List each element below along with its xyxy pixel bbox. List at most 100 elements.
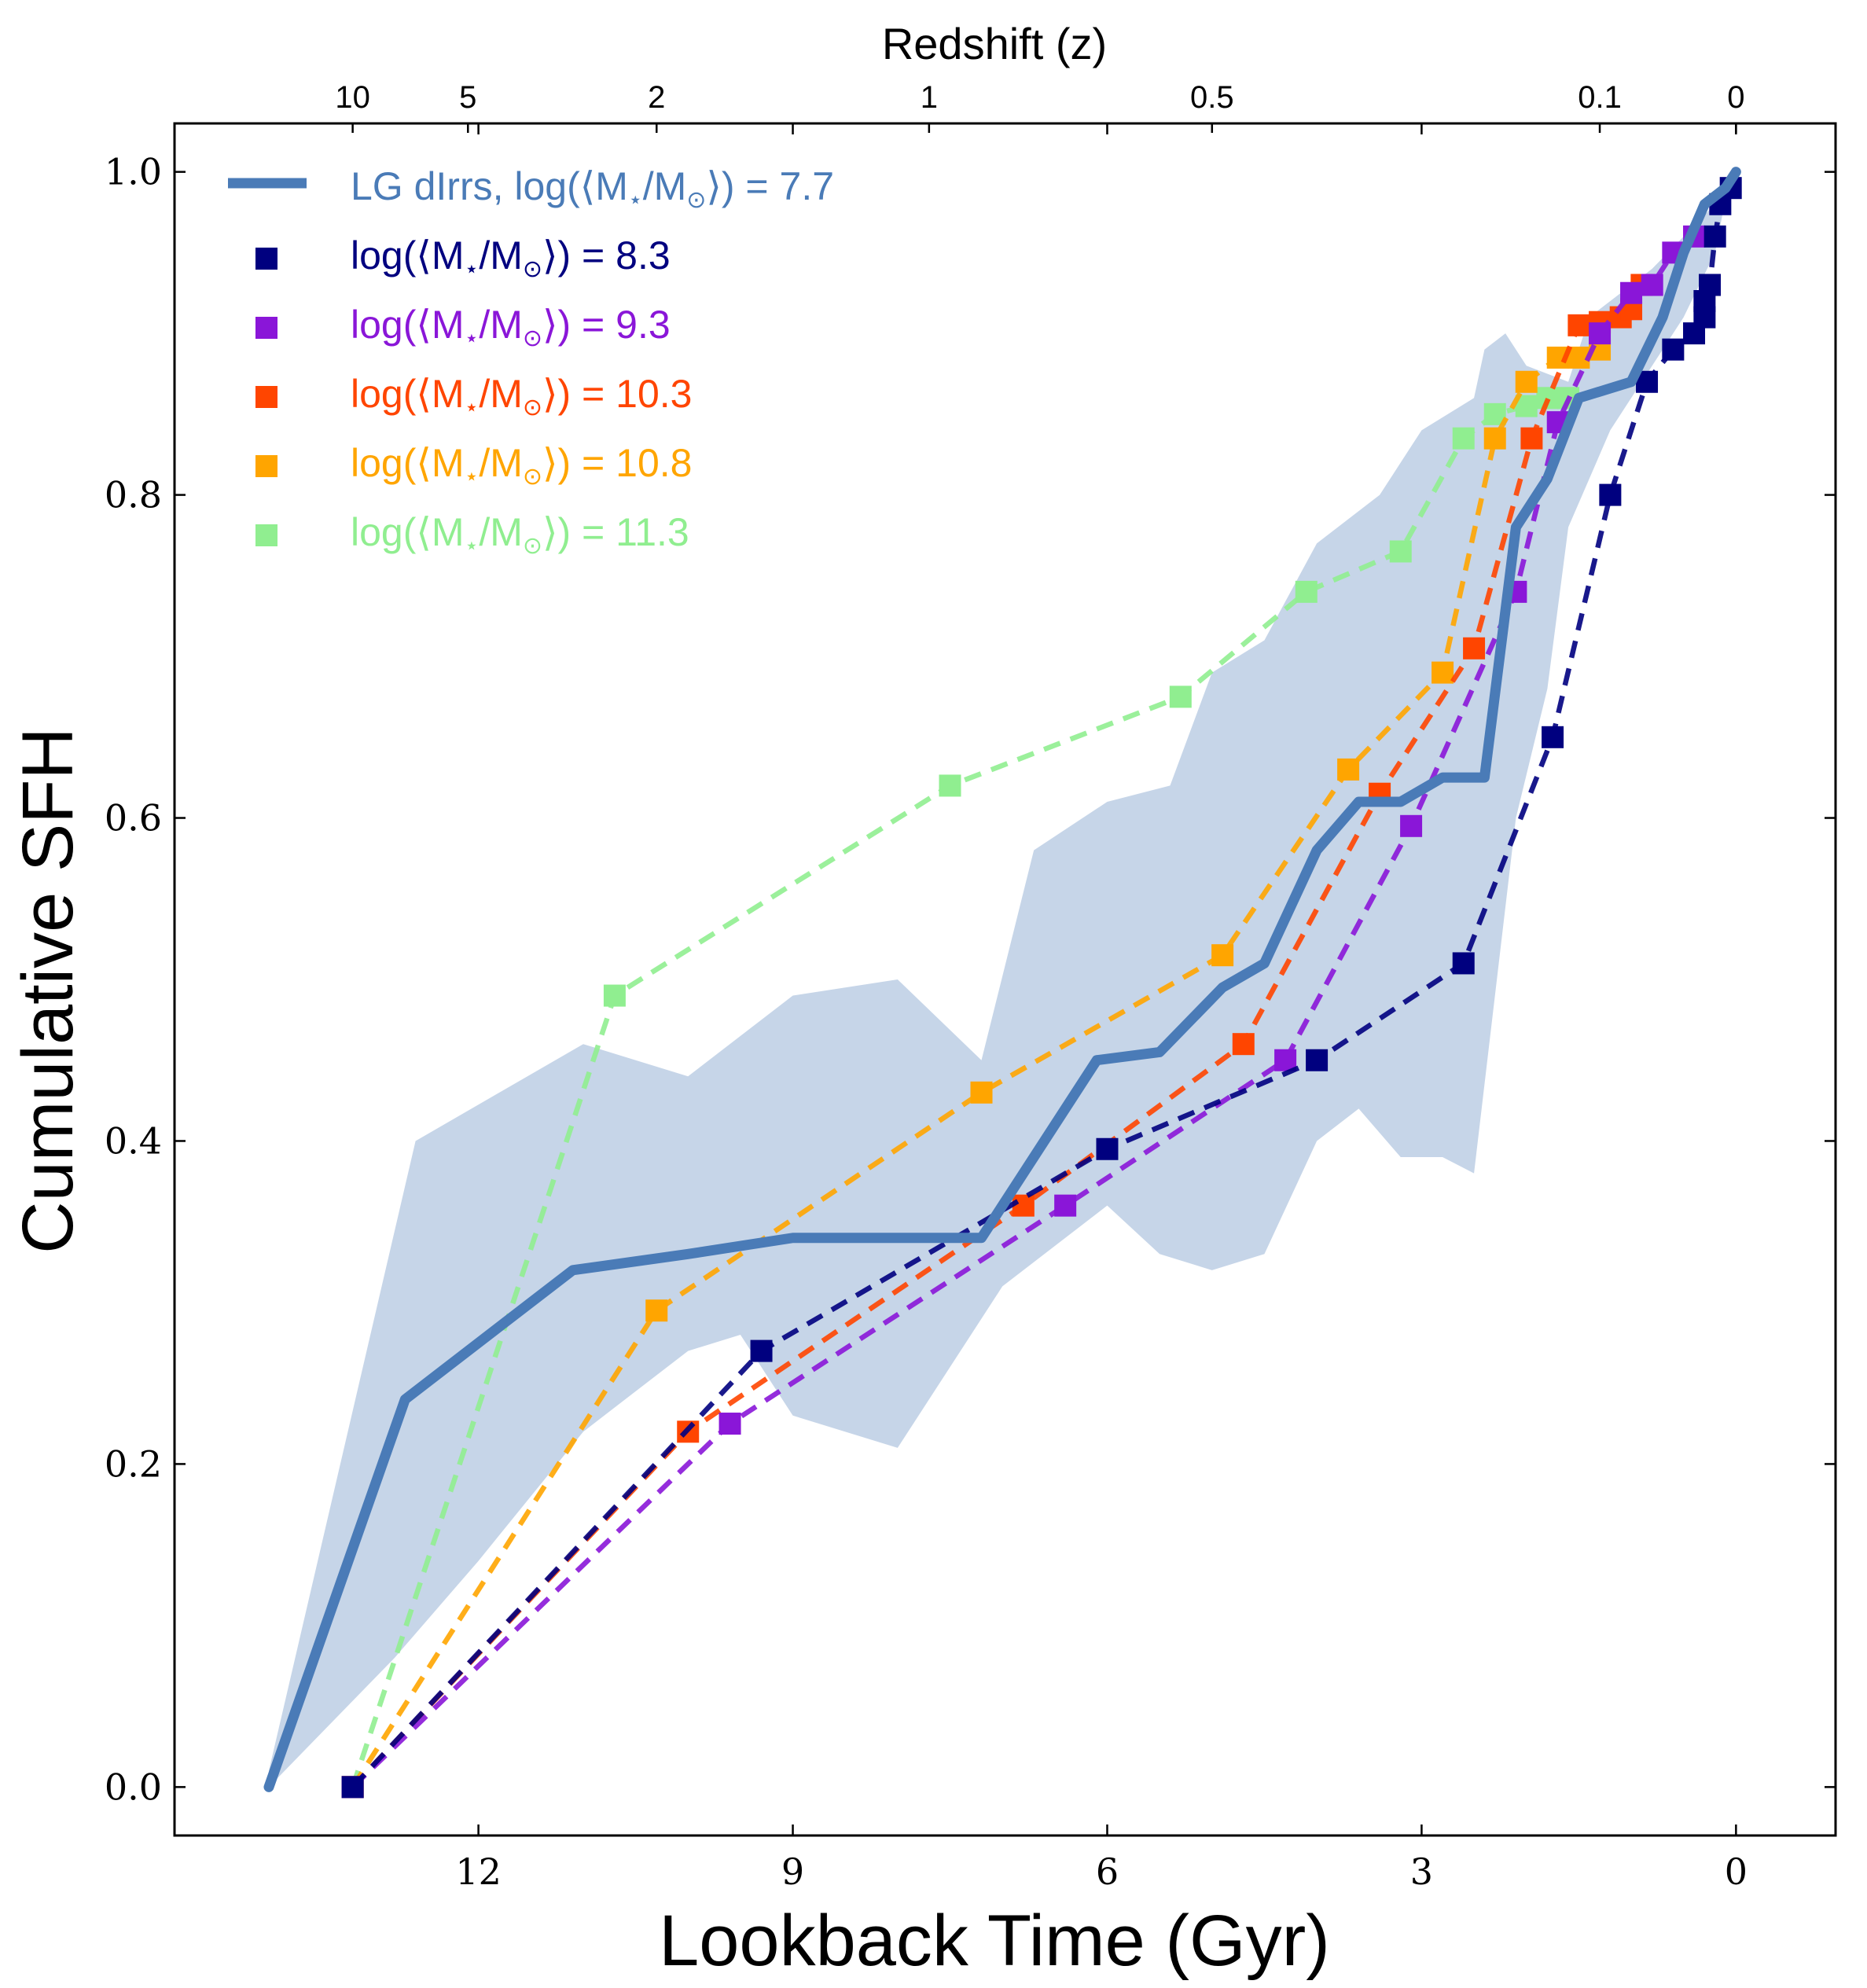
series-2-point-4 [1400, 814, 1423, 837]
top-tick-label-2: 2 [648, 80, 665, 115]
series-3-point-2 [1012, 1194, 1035, 1217]
x-tick-label-3: 3 [1410, 1850, 1433, 1893]
series-1-point-12 [1699, 274, 1722, 296]
series-1-point-5 [1542, 726, 1564, 748]
legend-swatch-4 [255, 455, 277, 477]
series-layer [263, 167, 1742, 1799]
series-line-2 [351, 234, 1696, 1789]
legend-label-1-label: log(⟨M [351, 233, 465, 277]
legend-label-4-sub: ⋆ [465, 464, 480, 490]
y-tick-label-1: 0.2 [105, 1442, 162, 1485]
series-5-point-6 [1452, 427, 1475, 450]
series-line-0 [263, 167, 1741, 1792]
legend-label-1-sub2: ⊙ [523, 256, 542, 282]
legend-label-4-mid: /M [479, 441, 523, 485]
axes-layer: 12 9 6 3 0 0.0 0.2 0.4 0.6 0.8 1.0 10 5 2 1 0.5 0.1 0 [105, 80, 1837, 1893]
series-4-point-6 [1483, 427, 1506, 450]
series-1-point-4 [1452, 952, 1475, 975]
y-tick-label-2: 0.4 [105, 1119, 162, 1162]
legend-label-5-sub: ⋆ [465, 533, 480, 559]
legend-label-1-mid: /M [479, 233, 523, 277]
series-4-point-3 [1211, 944, 1234, 967]
series-4-point-4 [1337, 758, 1360, 781]
spread-band-layer [268, 171, 1731, 1788]
series-3-point-6 [1520, 427, 1543, 450]
legend: LG dIrrs, log(⟨M⋆/M⊙⟩) = 7.7log(⟨M⋆/M⊙⟩)… [228, 164, 834, 559]
series-5-point-1 [603, 984, 626, 1007]
series-4-point-7 [1515, 370, 1538, 393]
legend-label-0-sub2: ⊙ [686, 187, 706, 213]
legend-label-0-label: LG dIrrs, log(⟨M [351, 164, 628, 208]
legend-label-5-label: log(⟨M [351, 510, 465, 554]
legend-label-5-mid: /M [479, 510, 523, 554]
legend-label-2-mid: /M [479, 303, 523, 347]
legend-swatch-5 [255, 524, 277, 546]
y-tick-label-3: 0.6 [105, 797, 162, 840]
y-tick-label-5: 1.0 [105, 151, 162, 193]
series-2-point-7 [1589, 322, 1612, 345]
series-3-point-7 [1567, 314, 1590, 336]
series-3-point-3 [1232, 1033, 1255, 1056]
legend-label-2-sub: ⋆ [465, 325, 480, 351]
legend-label-4-sub2: ⊙ [523, 464, 542, 490]
y-tick-label-0: 0.0 [105, 1766, 162, 1808]
legend-swatch-1 [255, 248, 277, 270]
series-1-point-13 [1703, 225, 1726, 248]
x-tick-label-4: 0 [1725, 1850, 1748, 1893]
top-tick-label-5: 0.1 [1578, 80, 1622, 115]
x-axis-title: Lookback Time (Gyr) [659, 1901, 1330, 1981]
plot-frame [173, 122, 1837, 1837]
series-5-point-2 [939, 774, 961, 797]
legend-label-3-tail: ⟩) = 10.3 [542, 372, 692, 416]
legend-label-0: LG dIrrs, log(⟨M⋆/M⊙⟩) = 7.7 [351, 164, 834, 213]
series-2-point-9 [1641, 274, 1663, 296]
legend-label-5-tail: ⟩) = 11.3 [542, 510, 689, 554]
top-tick-label-3: 1 [921, 80, 938, 115]
legend-swatch-3 [255, 386, 277, 408]
series-1-point-6 [1599, 483, 1622, 506]
top-tick-label-1: 5 [459, 80, 476, 115]
legend-label-1: log(⟨M⋆/M⊙⟩) = 8.3 [351, 233, 671, 282]
legend-label-1-sub: ⋆ [465, 256, 480, 282]
series-line-1 [351, 186, 1733, 1789]
legend-label-2-label: log(⟨M [351, 303, 465, 347]
legend-label-0-sub: ⋆ [628, 187, 643, 213]
x-tick-label-1: 9 [781, 1850, 804, 1893]
top-tick-label-4: 0.5 [1190, 80, 1234, 115]
legend-label-4: log(⟨M⋆/M⊙⟩) = 10.8 [351, 441, 692, 490]
series-5-point-4 [1295, 580, 1318, 603]
legend-label-4-label: log(⟨M [351, 441, 465, 485]
legend-label-3-mid: /M [479, 372, 523, 416]
x-tick-label-0: 12 [455, 1850, 502, 1893]
series-2-point-1 [719, 1413, 741, 1435]
y-tick-label-4: 0.8 [105, 474, 162, 516]
series-5-point-3 [1169, 685, 1192, 708]
legend-label-3-label: log(⟨M [351, 372, 465, 416]
legend-label-4-tail: ⟩) = 10.8 [542, 441, 692, 485]
legend-label-3: log(⟨M⋆/M⊙⟩) = 10.3 [351, 372, 692, 421]
series-1-point-2 [1096, 1137, 1119, 1160]
series-1-point-0 [341, 1776, 364, 1799]
legend-label-5-sub2: ⊙ [523, 533, 542, 559]
legend-swatch-2 [255, 317, 277, 339]
legend-label-3-sub: ⋆ [465, 395, 480, 421]
legend-label-0-mid: /M [643, 164, 687, 208]
legend-label-1-tail: ⟩) = 8.3 [542, 233, 671, 277]
top-tick-label-0: 10 [335, 80, 370, 115]
legend-label-3-sub2: ⊙ [523, 395, 542, 421]
y-axis-title: Cumulative SFH [8, 727, 88, 1254]
series-4-point-5 [1431, 661, 1454, 684]
legend-label-2-tail: ⟩) = 9.3 [542, 303, 671, 347]
series-2-point-3 [1274, 1049, 1297, 1071]
series-1-point-8 [1662, 338, 1685, 361]
series-4-point-1 [645, 1299, 668, 1322]
top-tick-label-6: 0 [1727, 80, 1744, 115]
spread-band [268, 171, 1731, 1788]
legend-label-0-tail: ⟩) = 7.7 [706, 164, 834, 208]
series-1-point-3 [1306, 1049, 1329, 1071]
x-tick-label-2: 6 [1096, 1850, 1119, 1893]
series-2-point-8 [1620, 281, 1643, 304]
series-4-point-2 [970, 1081, 993, 1104]
